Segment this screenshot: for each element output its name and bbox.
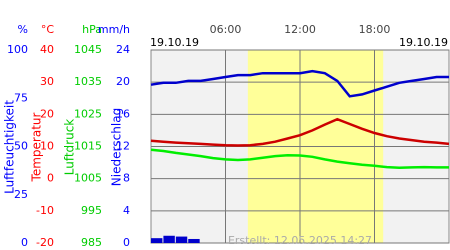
y-tick-label: 1035 (74, 75, 102, 88)
y-tick-label: 30 (40, 75, 54, 88)
y-tick-label: -20 (36, 236, 54, 249)
date-right: 19.10.19 (399, 36, 448, 49)
y-tick-label: 1025 (74, 107, 102, 120)
y-tick-label: 25 (14, 188, 28, 201)
series-line (150, 148, 449, 169)
y-tick-label: 20 (116, 75, 130, 88)
y-tick-label: 0 (21, 236, 28, 249)
y-tick-label: 24 (116, 43, 130, 56)
y-tick-label: 985 (81, 236, 102, 249)
y-tick-label: 8 (123, 172, 130, 185)
y-tick-label: 75 (14, 91, 28, 104)
y-tick-label: 4 (123, 204, 130, 217)
y-tick-label: 0 (123, 236, 130, 249)
footer: Erstellt: 12.05.2025 14:27 (228, 234, 372, 247)
axis-label: Niederschlag (110, 108, 124, 186)
y-tick-label: -10 (36, 204, 54, 217)
y-tick-label: 1005 (74, 172, 102, 185)
axis-label: Luftfeuchtigkeit (3, 100, 17, 194)
axis-unit: % (18, 23, 28, 36)
axis-unit: mm/h (98, 23, 130, 36)
x-tick-label: 06:00 (210, 23, 242, 36)
y-tick-label: 16 (116, 107, 130, 120)
y-tick-label: 1045 (74, 43, 102, 56)
precip-bar (188, 238, 200, 243)
y-tick-label: 40 (40, 43, 54, 56)
y-tick-label: 1015 (74, 140, 102, 153)
y-tick-label: 0 (47, 172, 54, 185)
y-tick-label: 100 (7, 43, 28, 56)
precip-bar (151, 238, 163, 243)
x-tick-label: 12:00 (284, 23, 316, 36)
precip-bar (163, 235, 175, 243)
precip-bar (175, 236, 188, 243)
date-left: 19.10.19 (150, 36, 199, 49)
axis-unit: hPa (82, 23, 102, 36)
y-tick-label: 995 (81, 204, 102, 217)
axis-label: Temperatur (30, 112, 44, 182)
y-tick-label: 20 (40, 107, 54, 120)
series-line (150, 69, 449, 98)
axis-label: Luftdruck (63, 119, 77, 176)
x-tick-label: 18:00 (359, 23, 391, 36)
y-tick-label: 10 (40, 140, 54, 153)
y-tick-label: 12 (116, 140, 130, 153)
series-line (150, 117, 450, 147)
y-tick-label: 50 (14, 140, 28, 153)
axis-unit: °C (41, 23, 55, 36)
